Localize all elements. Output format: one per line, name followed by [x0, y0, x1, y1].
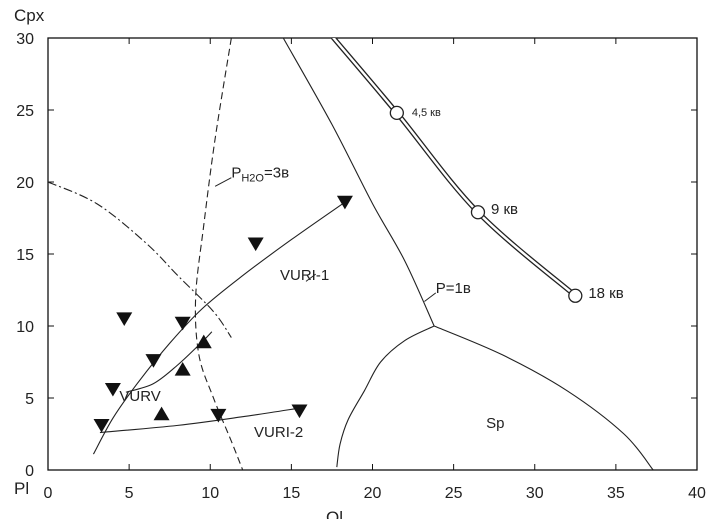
pressure-point-circle [568, 288, 583, 303]
region-label: PH2O=3в [231, 165, 289, 185]
triangle-down-point [104, 382, 121, 397]
pressure-point-label: 4,5 кв [412, 107, 441, 119]
triangle-down-point [116, 312, 133, 326]
region-label: Sp [486, 415, 504, 432]
pressure-point-circle [389, 105, 404, 121]
region-label: VURV [119, 388, 160, 405]
label-leader [305, 273, 317, 282]
labels-group: 4,5 кв 9 кв 18 кв PH2O=3в VURI-1 VURV VURI-2 P=… [119, 107, 623, 441]
phase-boundary-solid [125, 331, 213, 393]
region-label: P=1в [436, 280, 471, 297]
triangle-down-point [336, 195, 353, 210]
phase-boundary-solid [92, 201, 346, 455]
triangle-down-point [93, 418, 110, 433]
triangle-down-point [247, 237, 264, 252]
x-tick-label: 5 [125, 485, 134, 502]
corner-label: Pl [14, 479, 29, 498]
phase-boundary-solid [99, 407, 300, 434]
axes-group: 0 5 10 15 20 25 30 35 40 0 5 10 15 20 25 30 [16, 31, 706, 502]
phase-boundary-solid [282, 38, 435, 327]
phase-boundary-solid [336, 325, 435, 468]
x-tick-label: 30 [526, 485, 544, 502]
x-tick-label: 10 [201, 485, 219, 502]
triangle-up-point [174, 362, 191, 376]
isobar-line-outer [331, 38, 578, 299]
pressure-point-circle [470, 205, 486, 220]
triangle-down-point [145, 354, 162, 368]
triangle-up-point [195, 334, 212, 349]
plot-frame [47, 37, 698, 471]
triangle-down-point [174, 316, 191, 331]
x-tick-label: 15 [282, 485, 300, 502]
triangle-down-point [291, 404, 308, 419]
x-tick-label: 25 [445, 485, 463, 502]
y-tick-label: 30 [16, 31, 34, 48]
x-axis-label: Ol [326, 508, 343, 519]
y-tick-label: 25 [16, 103, 34, 120]
label-leader [214, 177, 232, 187]
curves-group [48, 38, 654, 470]
y-tick-label: 20 [16, 175, 34, 192]
label-leader [424, 292, 437, 302]
x-tick-label: 0 [44, 485, 53, 502]
y-axis-label: Cpx [14, 6, 45, 25]
y-tick-label: 10 [16, 319, 34, 336]
phase-boundary-dashed [194, 38, 244, 470]
isobar-line-inner [332, 38, 577, 297]
phase-boundary-solid [433, 325, 654, 470]
x-tick-label: 20 [364, 485, 382, 502]
region-label: VURI-2 [254, 424, 303, 441]
region-label: VURI-1 [280, 267, 329, 284]
pressure-point-label: 18 кв [588, 285, 623, 302]
y-tick-label: 15 [16, 247, 34, 264]
y-tick-label: 0 [25, 463, 34, 480]
triangle-up-point [153, 406, 170, 421]
phase-boundary-dashdot [48, 181, 232, 338]
pressure-point-label: 9 кв [491, 201, 518, 218]
x-tick-label: 35 [607, 485, 625, 502]
markers-group [93, 105, 583, 433]
triangle-down-point [210, 408, 227, 423]
x-tick-label: 40 [688, 485, 706, 502]
y-tick-label: 5 [25, 391, 34, 408]
